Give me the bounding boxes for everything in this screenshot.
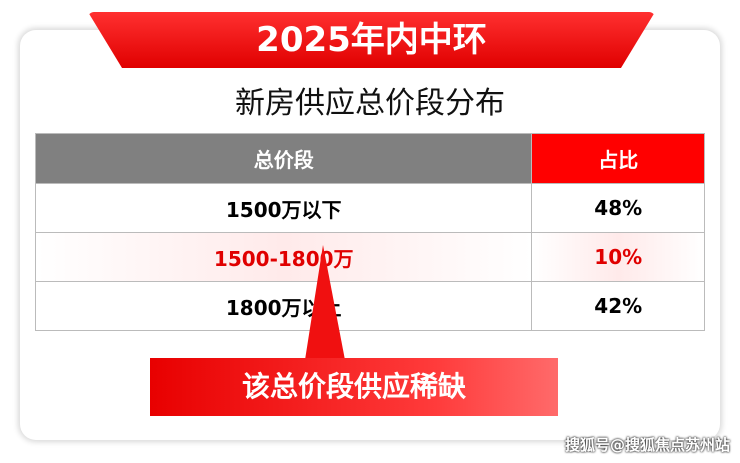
cell: 1500-1800万 — [34, 232, 533, 282]
column-header: 总价段 — [34, 133, 533, 184]
callout: 该总价段供应稀缺 — [150, 358, 558, 416]
pointer — [305, 245, 345, 360]
highlight-row: 1500-1800万 10% — [34, 232, 705, 282]
subtitle: 新房供应总价段分布 — [235, 86, 505, 121]
title-banner: 2025年内中环 — [88, 12, 655, 68]
header-row: 总价段 占比 — [34, 133, 705, 184]
watermark: 搜狐号@搜狐焦点苏州站 — [564, 436, 730, 454]
cell: 10% — [531, 232, 705, 282]
column-header: 占比 — [531, 133, 705, 184]
cell: 42% — [531, 281, 705, 331]
